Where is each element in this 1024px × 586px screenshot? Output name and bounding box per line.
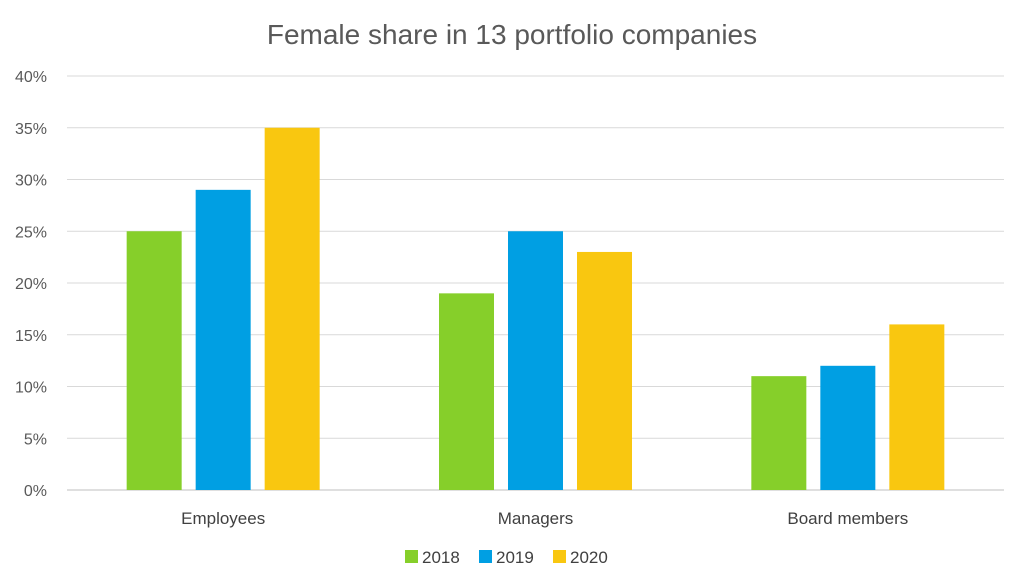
y-tick-label: 35% (15, 121, 47, 138)
y-tick-label: 0% (24, 483, 47, 500)
x-axis-category-labels: Employees Managers Board members (181, 509, 908, 528)
x-category-label: Board members (787, 509, 908, 528)
y-tick-label: 40% (15, 69, 47, 86)
y-tick-label: 15% (15, 328, 47, 345)
y-axis-tick-labels: 0% 5% 10% 15% 20% 25% 30% 35% 40% (15, 69, 47, 500)
bar-2019-board-members (820, 365, 876, 490)
bar-2020-employees (264, 127, 320, 490)
bar-2018-board-members (751, 376, 807, 490)
bar-2020-managers (577, 251, 632, 490)
bar-2018-managers (439, 293, 494, 490)
bar-2020-board-members (889, 324, 945, 490)
bar-2018-employees (126, 231, 182, 490)
y-tick-label: 10% (15, 380, 47, 397)
chart-title: Female share in 13 portfolio companies (267, 19, 757, 50)
x-category-label: Managers (498, 509, 574, 528)
bar-2019-managers (508, 231, 563, 490)
x-category-label: Employees (181, 509, 265, 528)
legend-label-2020: 2020 (570, 548, 608, 567)
legend-swatch-2020 (553, 550, 566, 563)
bars (126, 127, 945, 490)
legend-label-2019: 2019 (496, 548, 534, 567)
y-tick-label: 20% (15, 276, 47, 293)
legend-label-2018: 2018 (422, 548, 460, 567)
y-tick-label: 30% (15, 173, 47, 190)
legend-swatch-2018 (405, 550, 418, 563)
legend-swatch-2019 (479, 550, 492, 563)
y-tick-label: 25% (15, 224, 47, 241)
legend: 2018 2019 2020 (405, 548, 608, 567)
bar-2019-employees (195, 189, 251, 490)
y-tick-label: 5% (24, 431, 47, 448)
